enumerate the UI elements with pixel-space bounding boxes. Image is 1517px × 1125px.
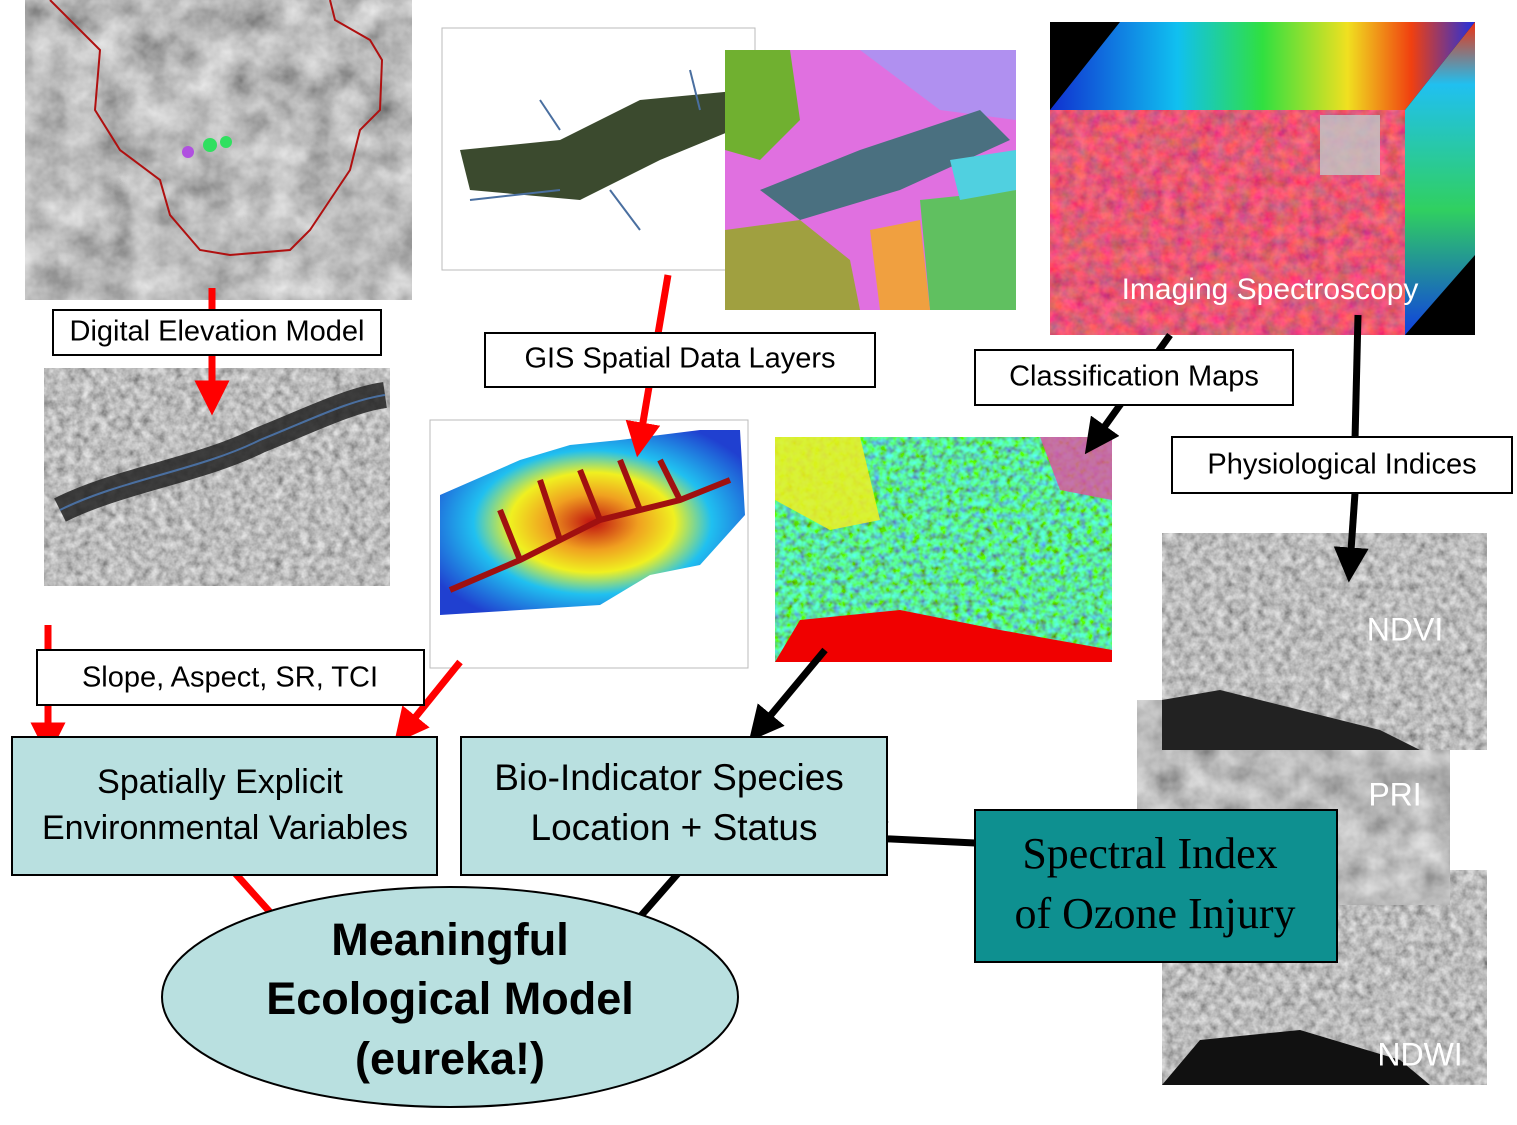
label-box bbox=[484, 332, 876, 388]
label: Digital Elevation Model bbox=[70, 316, 365, 348]
arrow bbox=[1333, 492, 1369, 583]
label: Slope, Aspect, SR, TCI bbox=[82, 662, 378, 694]
label-box bbox=[1171, 436, 1513, 494]
bioindicator-box bbox=[460, 736, 888, 876]
label-box bbox=[36, 649, 425, 706]
gis-image bbox=[441, 27, 756, 271]
spectral-box bbox=[974, 809, 1338, 963]
label-box bbox=[52, 309, 382, 356]
box-text: Environmental Variables bbox=[42, 809, 408, 847]
box-text: of Ozone Injury bbox=[1014, 889, 1295, 938]
slope-image bbox=[44, 368, 390, 618]
ndvi-image bbox=[1162, 533, 1487, 750]
box-text: Ecological Model bbox=[266, 973, 634, 1024]
classification-image bbox=[775, 437, 1112, 662]
arrow bbox=[1351, 314, 1362, 441]
label-box bbox=[974, 349, 1294, 406]
label: GIS Spatial Data Layers bbox=[524, 343, 835, 375]
box-text: Spatially Explicit bbox=[97, 763, 343, 801]
arrow bbox=[393, 659, 463, 744]
environmental-box bbox=[11, 736, 438, 876]
dem-image bbox=[25, 0, 412, 300]
label: PRI bbox=[1368, 776, 1421, 812]
label: NDVI bbox=[1367, 611, 1443, 647]
arrow bbox=[748, 647, 828, 742]
box-text: Bio-Indicator Species bbox=[494, 757, 844, 798]
label: Physiological Indices bbox=[1207, 449, 1476, 481]
box-text: Meaningful bbox=[331, 914, 568, 965]
box-text: (eureka!) bbox=[355, 1033, 545, 1084]
spectroscopy-image bbox=[1050, 22, 1475, 335]
label: NDWI bbox=[1377, 1036, 1462, 1072]
box-text: Spectral Index bbox=[1022, 829, 1277, 878]
label: Imaging Spectroscopy bbox=[1122, 273, 1419, 306]
distance-image bbox=[429, 419, 749, 669]
box-text: Location + Status bbox=[531, 807, 818, 848]
label: Classification Maps bbox=[1009, 361, 1259, 393]
geology-image bbox=[725, 50, 1016, 310]
model-ellipse bbox=[161, 886, 739, 1108]
